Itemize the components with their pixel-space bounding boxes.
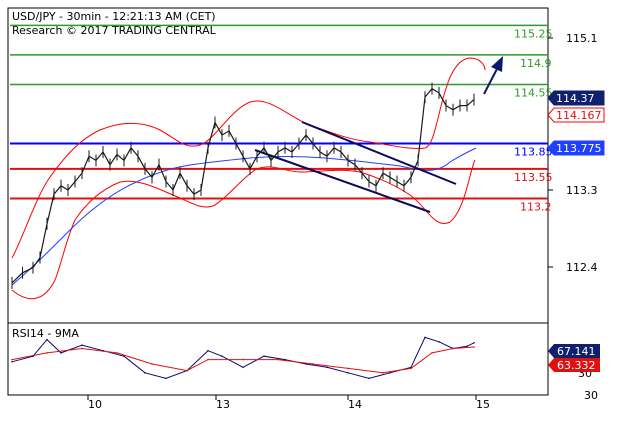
chart-subtitle: Research © 2017 TRADING CENTRAL: [12, 24, 217, 37]
price-line: [11, 87, 475, 284]
rsi-point-19: [389, 372, 391, 374]
rsi-value-tag: [548, 344, 600, 358]
rsi-point-21: [424, 336, 426, 339]
descending-channel: [254, 121, 457, 213]
rsi-point-2: [46, 338, 48, 341]
price-points: [11, 82, 475, 289]
price-series: [11, 82, 475, 289]
rsi-value-tag-label: 67.141: [557, 345, 596, 358]
rsi-ma-point-2: [81, 347, 83, 350]
rsi-ma-point-7: [242, 358, 244, 361]
rsi-line: [11, 336, 475, 379]
rsi-point-3: [60, 352, 62, 354]
rsi-ma-line: [11, 346, 475, 374]
level-label-114-9: 114.9: [520, 57, 552, 70]
rsi-point-12: [242, 366, 244, 369]
rsi-point-8: [165, 377, 167, 380]
rsi-panel-frame: [7, 322, 549, 396]
arrow-head-icon: [491, 56, 503, 72]
y-tick-label-0: 115.1: [566, 32, 598, 45]
rsi-points: [11, 336, 475, 380]
rsi-ma-point-15: [473, 346, 475, 348]
level-label-113-55: 113.55: [514, 171, 553, 184]
channel-lower-line: [254, 149, 431, 213]
rsi-point-14: [284, 358, 286, 361]
x-tick-label-3: 15: [476, 398, 490, 411]
bollinger-lower-band: [11, 159, 476, 300]
bollinger-price-tag: [547, 107, 605, 123]
rsi-point-20: [410, 366, 412, 369]
x-axis-corner-label: 30: [584, 389, 598, 402]
last-price-tag-label: 114.37: [556, 92, 595, 105]
x-tick-label-1: 13: [216, 398, 230, 411]
rsi-ma-point-14: [452, 347, 454, 350]
bollinger-price-tag-label: 114.167: [556, 109, 602, 122]
rsi-ma-point-0: [11, 358, 13, 361]
rsi-point-10: [207, 349, 209, 352]
rsi-point-17: [347, 372, 349, 374]
rsi-point-24: [466, 345, 468, 348]
rsi-ma-point-13: [431, 352, 433, 354]
rsi-point-1: [32, 355, 34, 358]
level-label-115-25: 115.25: [514, 27, 553, 40]
last-price-tag: [547, 90, 605, 106]
moving-average-line: [11, 147, 477, 286]
rsi-point-18: [368, 377, 370, 380]
y-tick-label-2: 112.4: [566, 261, 598, 274]
rsi-point-15: [305, 363, 307, 365]
rsi-ma-point-1: [46, 352, 48, 354]
x-tick-label-2: 14: [348, 398, 362, 411]
rsi-point-25: [473, 341, 475, 344]
price-axis: 115.1 113.3 112.4: [548, 32, 598, 274]
arrow-shaft: [483, 66, 499, 95]
rsi-ma-value-tag: [548, 358, 600, 372]
indicator-overlays: [11, 57, 486, 300]
key-levels: 115.25 114.9 114.55 113.85 113.55 113.2: [10, 24, 553, 213]
rsi-ma-point-3: [116, 352, 118, 354]
projection-arrow: [483, 56, 503, 95]
rsi-ma-point-9: [312, 363, 314, 365]
rsi-ma-point-11: [382, 372, 384, 374]
rsi-point-16: [326, 366, 328, 369]
rsi-ma-point-5: [186, 369, 188, 372]
y-tick-label-1: 113.3: [566, 184, 598, 197]
time-axis: 10 13 14 15 30: [87, 389, 598, 411]
moving-average-price-tag-label: 113.775: [556, 142, 602, 155]
rsi-point-11: [221, 355, 223, 358]
rsi-ma-point-4: [151, 363, 153, 365]
rsi-ma-point-8: [277, 358, 279, 361]
rsi-point-5: [102, 349, 104, 352]
channel-upper-line: [301, 121, 457, 185]
rsi-ma-point-12: [410, 367, 412, 370]
price-tags: 114.37 114.167 113.775: [547, 90, 605, 156]
moving-average-price-tag: [547, 140, 605, 156]
rsi-point-6: [123, 355, 125, 358]
rsi-ma-point-10: [347, 367, 349, 370]
rsi-point-7: [144, 372, 146, 374]
x-tick-label-0: 10: [88, 398, 102, 411]
level-label-113-85: 113.85: [514, 146, 553, 159]
rsi-point-22: [438, 341, 440, 343]
chart-title: USD/JPY - 30min - 12:21:13 AM (CET): [12, 10, 216, 23]
rsi-point-13: [263, 355, 265, 358]
rsi-point-0: [11, 360, 13, 363]
level-label-113-2: 113.2: [520, 200, 552, 213]
rsi-ma-point-6: [207, 358, 209, 361]
rsi-point-4: [81, 344, 83, 346]
rsi-panel-label: RSI14 - 9MA: [12, 327, 79, 340]
rsi-ma-points: [11, 346, 475, 374]
level-label-114-55: 114.55: [514, 86, 553, 99]
bollinger-upper-band: [11, 57, 486, 259]
rsi-ma-value-tag-label: 63.332: [557, 359, 596, 372]
